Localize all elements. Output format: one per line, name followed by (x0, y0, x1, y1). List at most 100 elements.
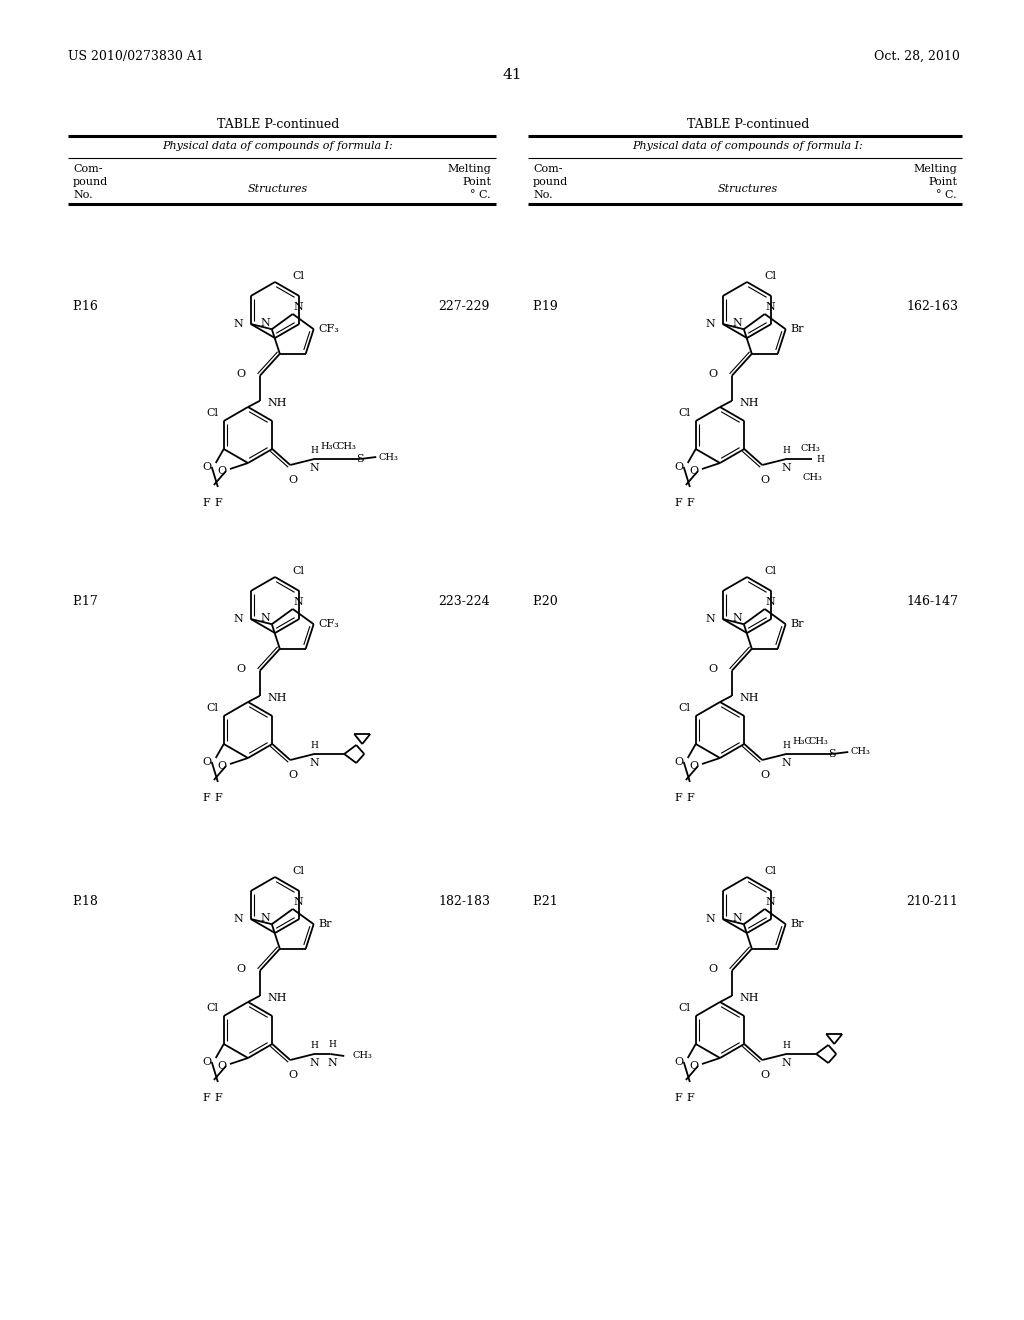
Text: N: N (309, 463, 319, 473)
Text: Cl: Cl (764, 866, 776, 876)
Text: 210-211: 210-211 (906, 895, 958, 908)
Text: O: O (689, 1061, 698, 1071)
Text: O: O (709, 664, 718, 673)
Text: Physical data of compounds of formula I:: Physical data of compounds of formula I: (163, 141, 393, 150)
Text: pound: pound (534, 177, 568, 187)
Text: Com-: Com- (73, 164, 102, 174)
Text: P.19: P.19 (532, 300, 558, 313)
Text: F: F (686, 498, 693, 508)
Text: N: N (705, 319, 715, 329)
Text: N: N (260, 614, 270, 623)
Text: CH₃: CH₃ (800, 444, 820, 453)
Text: CF₃: CF₃ (318, 619, 339, 630)
Text: Point: Point (462, 177, 490, 187)
Text: Structures: Structures (248, 183, 308, 194)
Text: CH₃: CH₃ (808, 737, 828, 746)
Text: Physical data of compounds of formula I:: Physical data of compounds of formula I: (633, 141, 863, 150)
Text: N: N (732, 913, 741, 923)
Text: S: S (356, 454, 365, 465)
Text: F: F (674, 1093, 682, 1104)
Text: US 2010/0273830 A1: US 2010/0273830 A1 (68, 50, 204, 63)
Text: No.: No. (534, 190, 553, 201)
Text: CF₃: CF₃ (318, 325, 339, 334)
Text: N: N (294, 898, 303, 907)
Text: O: O (203, 462, 212, 473)
Text: O: O (675, 756, 684, 767)
Text: O: O (237, 964, 246, 974)
Text: O: O (217, 762, 226, 771)
Text: F: F (674, 498, 682, 508)
Text: Melting: Melting (913, 164, 957, 174)
Text: O: O (289, 770, 298, 780)
Text: Cl: Cl (679, 704, 691, 713)
Text: CH₃: CH₃ (378, 453, 398, 462)
Text: N: N (732, 318, 741, 329)
Text: F: F (214, 793, 222, 803)
Text: O: O (761, 475, 770, 484)
Text: 182-183: 182-183 (438, 895, 490, 908)
Text: N: N (294, 302, 303, 312)
Text: H: H (782, 741, 791, 750)
Text: N: N (705, 913, 715, 924)
Text: N: N (294, 597, 303, 607)
Text: O: O (761, 770, 770, 780)
Text: N: N (233, 319, 243, 329)
Text: F: F (686, 1093, 693, 1104)
Text: 223-224: 223-224 (438, 595, 490, 609)
Text: TABLE P-continued: TABLE P-continued (217, 117, 339, 131)
Text: F: F (202, 793, 210, 803)
Text: N: N (732, 614, 741, 623)
Text: N: N (766, 302, 775, 312)
Text: O: O (289, 475, 298, 484)
Text: P.17: P.17 (72, 595, 97, 609)
Text: NH: NH (739, 397, 760, 408)
Text: N: N (781, 1059, 792, 1068)
Text: Br: Br (791, 619, 804, 630)
Text: H: H (329, 1040, 336, 1049)
Text: NH: NH (739, 693, 760, 702)
Text: Cl: Cl (207, 408, 219, 418)
Text: N: N (766, 597, 775, 607)
Text: N: N (260, 913, 270, 923)
Text: N: N (309, 758, 319, 768)
Text: NH: NH (268, 397, 288, 408)
Text: Cl: Cl (679, 1003, 691, 1012)
Text: 162-163: 162-163 (906, 300, 958, 313)
Text: F: F (202, 498, 210, 508)
Text: NH: NH (268, 993, 288, 1003)
Text: H: H (310, 741, 318, 750)
Text: Cl: Cl (207, 704, 219, 713)
Text: O: O (689, 466, 698, 477)
Text: O: O (217, 466, 226, 477)
Text: NH: NH (739, 993, 760, 1003)
Text: F: F (202, 1093, 210, 1104)
Text: H: H (816, 454, 824, 463)
Text: N: N (260, 318, 270, 329)
Text: NH: NH (268, 693, 288, 702)
Text: F: F (686, 793, 693, 803)
Text: CH₃: CH₃ (850, 747, 870, 756)
Text: Br: Br (791, 919, 804, 929)
Text: O: O (709, 368, 718, 379)
Text: O: O (237, 664, 246, 673)
Text: 227-229: 227-229 (438, 300, 490, 313)
Text: N: N (309, 1059, 319, 1068)
Text: N: N (233, 614, 243, 624)
Text: F: F (214, 1093, 222, 1104)
Text: Cl: Cl (292, 271, 304, 281)
Text: F: F (214, 498, 222, 508)
Text: Cl: Cl (679, 408, 691, 418)
Text: S: S (828, 748, 836, 759)
Text: O: O (675, 462, 684, 473)
Text: P.18: P.18 (72, 895, 98, 908)
Text: pound: pound (73, 177, 109, 187)
Text: Cl: Cl (764, 566, 776, 576)
Text: N: N (766, 898, 775, 907)
Text: Oct. 28, 2010: Oct. 28, 2010 (874, 50, 961, 63)
Text: Cl: Cl (207, 1003, 219, 1012)
Text: CH₃: CH₃ (802, 473, 822, 482)
Text: O: O (675, 1057, 684, 1067)
Text: H₃C: H₃C (793, 737, 812, 746)
Text: H: H (782, 1041, 791, 1049)
Text: N: N (705, 614, 715, 624)
